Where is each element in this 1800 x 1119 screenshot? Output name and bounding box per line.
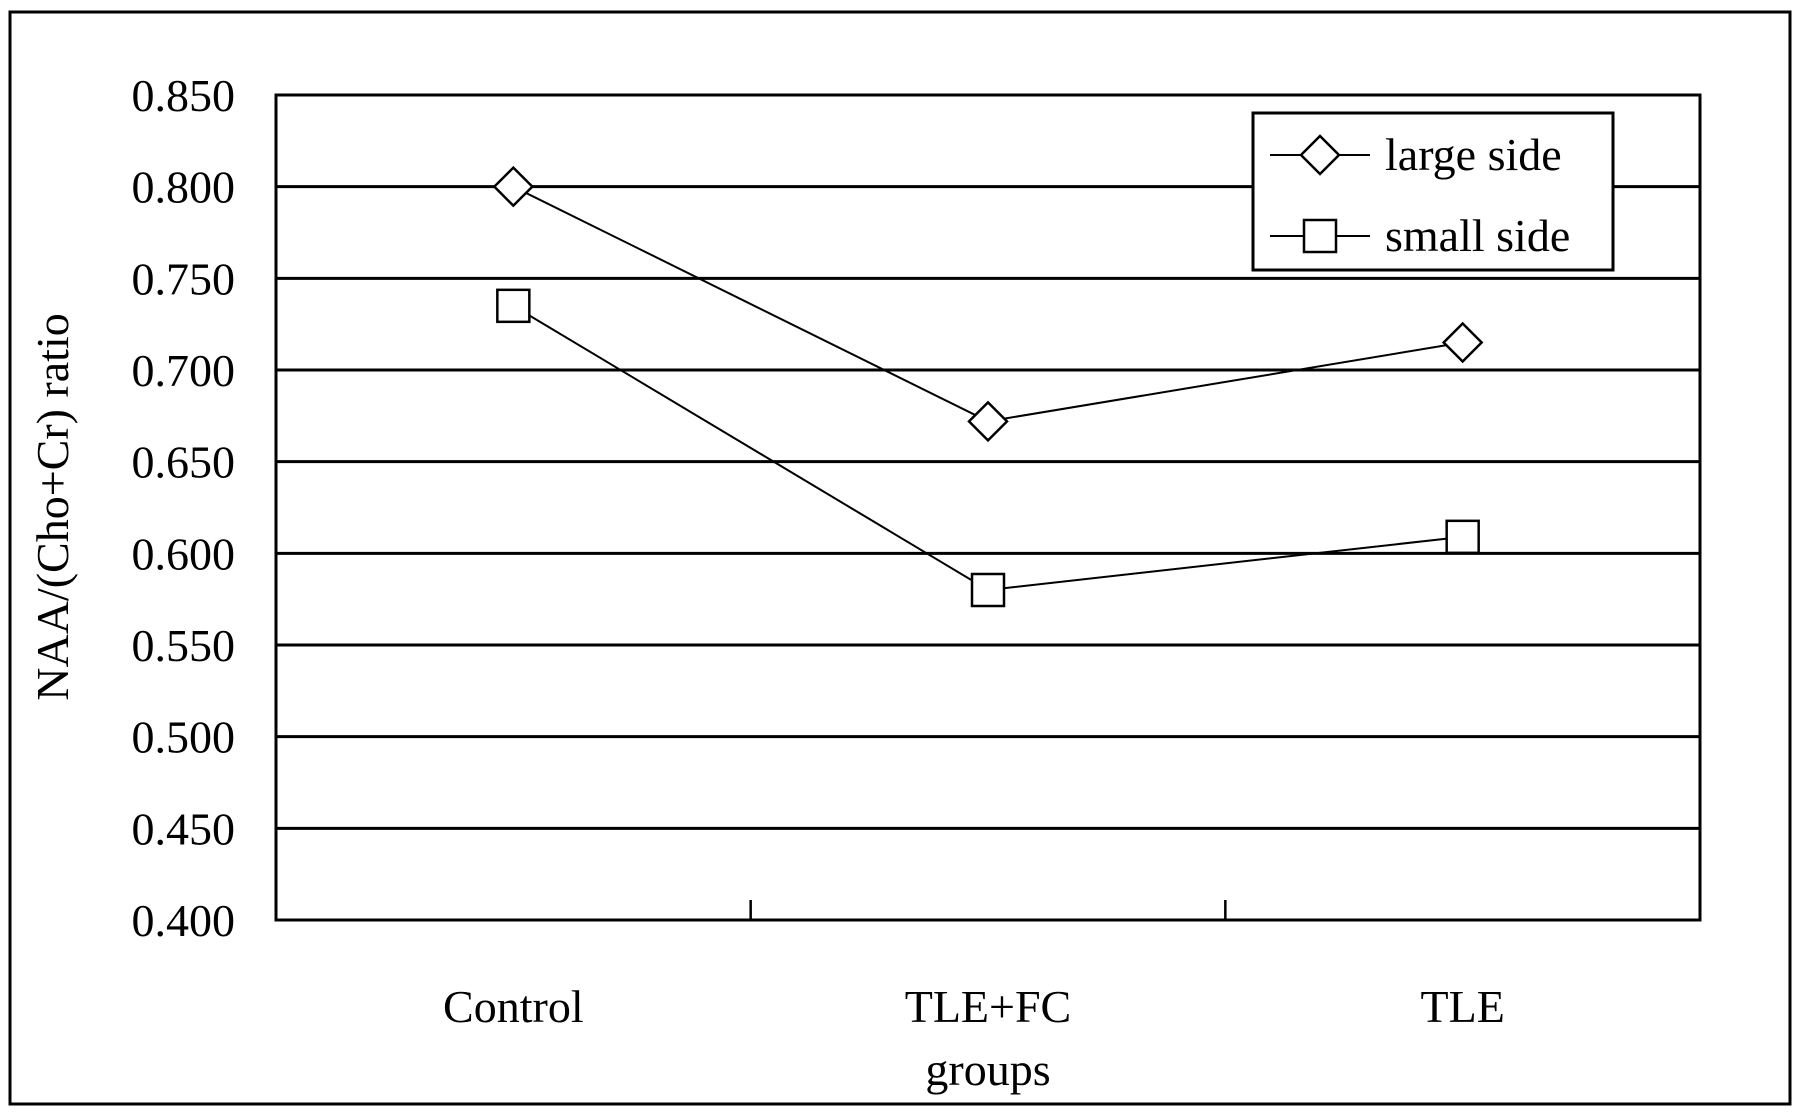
diamond-marker	[1441, 321, 1484, 364]
square-marker	[970, 572, 1006, 608]
y-tick-label: 0.500	[132, 712, 236, 763]
y-tick-label: 0.550	[132, 620, 236, 671]
legend: large side small side	[1251, 111, 1615, 272]
y-tick-label: 0.400	[132, 895, 236, 946]
x-tick-label: TLE+FC	[905, 981, 1072, 1032]
square-marker	[1445, 519, 1480, 555]
legend-square-marker	[1302, 218, 1338, 254]
x-axis-ticks: Control TLE+FC TLE	[443, 900, 1505, 1032]
y-tick-label: 0.650	[132, 437, 236, 488]
series-large-side	[492, 165, 1484, 443]
x-axis-label: groups	[925, 1044, 1050, 1095]
series-small-side	[496, 288, 1480, 608]
legend-label-large-side: large side	[1385, 129, 1562, 180]
x-tick-label: Control	[443, 981, 584, 1032]
series-layer	[492, 165, 1484, 608]
y-tick-label: 0.450	[132, 803, 236, 854]
legend-diamond-marker	[1299, 134, 1341, 176]
y-axis-ticks: 0.400 0.450 0.500 0.550 0.600 0.650 0.700 0.750…	[132, 70, 236, 946]
x-tick-label: TLE	[1421, 981, 1505, 1032]
diamond-marker	[492, 165, 535, 208]
y-tick-label: 0.700	[132, 345, 236, 396]
y-tick-label: 0.750	[132, 253, 236, 304]
y-tick-label: 0.850	[132, 70, 236, 121]
y-tick-label: 0.800	[132, 162, 236, 213]
y-axis-label: NAA/(Cho+Cr) ratio	[27, 313, 78, 701]
y-tick-label: 0.600	[132, 528, 236, 579]
diamond-marker	[967, 400, 1009, 443]
legend-label-small-side: small side	[1385, 210, 1570, 261]
square-marker	[496, 288, 531, 324]
